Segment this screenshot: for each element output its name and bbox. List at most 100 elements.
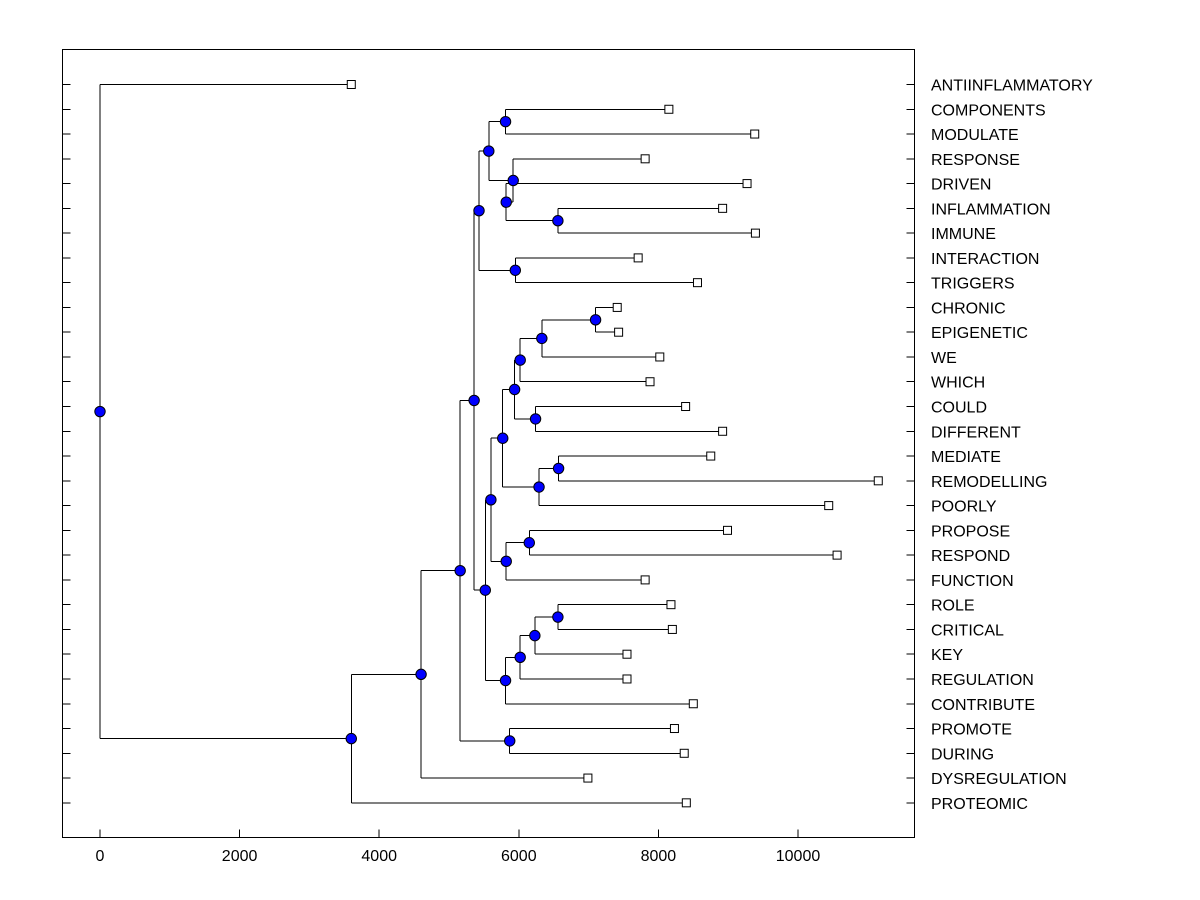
- leaf-label: ROLE: [931, 598, 975, 615]
- leaf-marker: [640, 575, 650, 585]
- merge-node: [483, 145, 495, 157]
- leaf-label: FUNCTION: [931, 573, 1014, 590]
- merge-node: [533, 481, 545, 493]
- merge-node: [507, 174, 519, 187]
- leaf-label: WHICH: [931, 375, 985, 392]
- merge-node: [468, 394, 480, 407]
- merge-node: [523, 537, 535, 549]
- merge-node: [499, 115, 512, 128]
- leaf-marker: [832, 550, 842, 560]
- leaf-label: CRITICAL: [931, 622, 1004, 639]
- merge-node: [514, 354, 526, 366]
- merge-node: [497, 432, 509, 444]
- x-tick-label: 10000: [776, 848, 821, 865]
- leaf-label: MEDIATE: [931, 449, 1001, 466]
- leaf-label: CHRONIC: [931, 300, 1006, 317]
- merge-node: [94, 405, 106, 418]
- merge-node: [345, 732, 357, 745]
- merge-node: [454, 564, 466, 577]
- leaf-label: MODULATE: [931, 127, 1019, 144]
- leaf-label: INTERACTION: [931, 251, 1039, 268]
- leaf-labels: ANTIINFLAMMATORY COMPONENTS MODULATE RESPON…: [931, 78, 1093, 813]
- merge-node: [504, 735, 516, 747]
- leaf-label: DRIVEN: [931, 177, 991, 194]
- leaf-marker: [679, 748, 689, 758]
- leaf-label: WE: [931, 350, 957, 367]
- leaf-label: INFLAMMATION: [931, 201, 1051, 218]
- left-tick-marks: [62, 84, 71, 804]
- merge-node: [500, 196, 512, 208]
- x-tick-label: 6000: [501, 848, 537, 865]
- merge-node: [415, 668, 427, 681]
- x-tick-label: 2000: [222, 848, 258, 865]
- leaf-marker: [622, 674, 632, 684]
- merge-node: [552, 611, 564, 623]
- merge-node: [552, 215, 564, 227]
- merge-node: [536, 332, 548, 345]
- leaf-marker: [688, 699, 698, 709]
- leaf-marker: [718, 426, 728, 436]
- merge-node: [485, 494, 497, 506]
- plot-frame: [62, 49, 915, 838]
- merge-node: [589, 314, 602, 326]
- leaf-label: IMMUNE: [931, 226, 996, 243]
- leaf-marker: [669, 724, 679, 734]
- merge-node: [509, 264, 522, 276]
- merge-node: [529, 629, 541, 642]
- leaf-marker: [645, 377, 655, 387]
- leaf-label: CONTRIBUTE: [931, 697, 1035, 714]
- leaf-marker: [666, 600, 676, 610]
- leaf-marker: [346, 80, 356, 89]
- leaf-marker: [681, 402, 691, 412]
- leaf-label: TRIGGERS: [931, 276, 1015, 293]
- dendrogram-links: [99, 84, 879, 804]
- merge-node: [500, 555, 512, 568]
- leaf-marker: [681, 798, 691, 808]
- merge-node: [473, 204, 485, 217]
- merge-node: [514, 651, 526, 664]
- merge-node: [499, 674, 512, 687]
- leaf-marker: [667, 624, 677, 634]
- x-tick-label: 0: [96, 848, 105, 865]
- leaf-marker: [718, 203, 728, 213]
- leaf-label: REMODELLING: [931, 474, 1047, 491]
- leaf-marker: [750, 129, 760, 139]
- merge-node: [552, 462, 565, 475]
- leaf-label: COULD: [931, 400, 987, 417]
- leaf-label: RESPOND: [931, 548, 1010, 565]
- leaf-label: ANTIINFLAMMATORY: [931, 78, 1093, 95]
- leaf-label: PROMOTE: [931, 722, 1012, 739]
- leaf-label: DIFFERENT: [931, 424, 1021, 441]
- leaf-label: REGULATION: [931, 672, 1034, 689]
- leaf-markers: [346, 80, 883, 808]
- merge-node: [529, 413, 542, 425]
- leaf-marker: [824, 501, 834, 511]
- merge-nodes: [94, 115, 602, 747]
- merge-node: [479, 584, 491, 596]
- leaf-label: KEY: [931, 647, 963, 664]
- x-tick-label: 4000: [361, 848, 397, 865]
- leaf-label: POORLY: [931, 499, 997, 516]
- leaf-marker: [723, 525, 733, 535]
- leaf-label: DYSREGULATION: [931, 771, 1067, 788]
- leaf-marker: [640, 154, 650, 164]
- leaf-marker: [612, 302, 622, 312]
- leaf-label: RESPONSE: [931, 152, 1020, 169]
- x-tick-label: 8000: [641, 848, 677, 865]
- leaf-marker: [633, 253, 643, 263]
- x-axis: 0 2000 4000 6000 8000 10000: [96, 829, 821, 865]
- leaf-label: PROPOSE: [931, 523, 1010, 540]
- leaf-marker: [664, 104, 674, 114]
- leaf-label: DURING: [931, 746, 994, 763]
- leaf-label: EPIGENETIC: [931, 325, 1028, 342]
- leaf-marker: [614, 327, 624, 337]
- leaf-marker: [750, 228, 760, 238]
- leaf-marker: [622, 649, 632, 659]
- right-tick-marks: [906, 84, 915, 804]
- leaf-label: PROTEOMIC: [931, 796, 1028, 813]
- leaf-marker: [692, 278, 702, 288]
- leaf-marker: [655, 352, 665, 362]
- merge-node: [508, 383, 521, 396]
- leaf-marker: [742, 179, 752, 189]
